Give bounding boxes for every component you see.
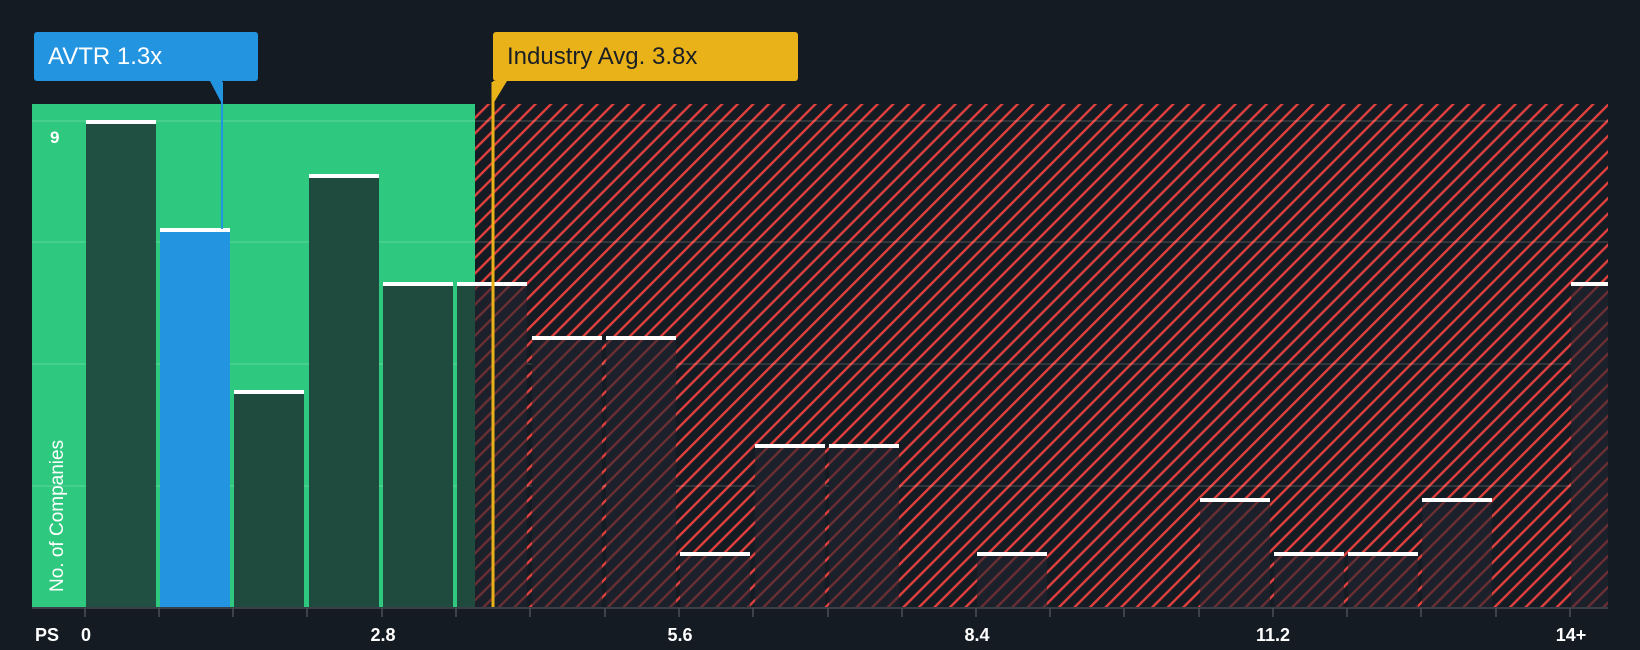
x-axis-ticks — [84, 608, 1571, 617]
x-tick-14-plus: 14+ — [1555, 625, 1587, 645]
x-tick-11-2: 11.2 — [1255, 625, 1291, 645]
bar-17[interactable] — [1348, 553, 1418, 607]
bars — [86, 120, 1608, 607]
x-tick-5-6: 5.6 — [667, 625, 693, 645]
avtr-callout-label: AVTR 1.3x — [48, 43, 163, 70]
industry-avg-callout: Industry Avg. 3.8x — [493, 32, 798, 81]
industry-callout-pointer — [493, 81, 507, 104]
avtr-callout-pointer — [210, 81, 222, 104]
bar-9[interactable] — [755, 445, 825, 607]
x-tick-0: 0 — [80, 625, 92, 645]
bar-18[interactable] — [1422, 499, 1492, 607]
x-tick-8-4: 8.4 — [964, 625, 990, 645]
bar-15[interactable] — [1200, 499, 1270, 607]
bar-6[interactable] — [532, 337, 602, 607]
bar-8[interactable] — [680, 553, 750, 607]
y-axis-title: No. of Companies — [47, 440, 68, 592]
bar-12[interactable] — [977, 553, 1047, 607]
bar-0[interactable] — [86, 121, 156, 607]
industry-avg-callout-label: Industry Avg. 3.8x — [507, 43, 698, 70]
x-axis-title: PS — [34, 625, 60, 645]
bar-7[interactable] — [606, 337, 676, 607]
bar-16[interactable] — [1274, 553, 1344, 607]
bar-4[interactable] — [383, 283, 453, 607]
avtr-callout: AVTR 1.3x — [34, 32, 258, 81]
bar-20-14plus[interactable] — [1571, 283, 1608, 607]
x-tick-2-8: 2.8 — [370, 625, 396, 645]
bar-2[interactable] — [234, 391, 304, 607]
bar-10[interactable] — [829, 445, 899, 607]
bar-1-avtr[interactable] — [160, 229, 230, 607]
bar-3[interactable] — [309, 175, 379, 607]
y-tick-9: 9 — [50, 128, 59, 147]
